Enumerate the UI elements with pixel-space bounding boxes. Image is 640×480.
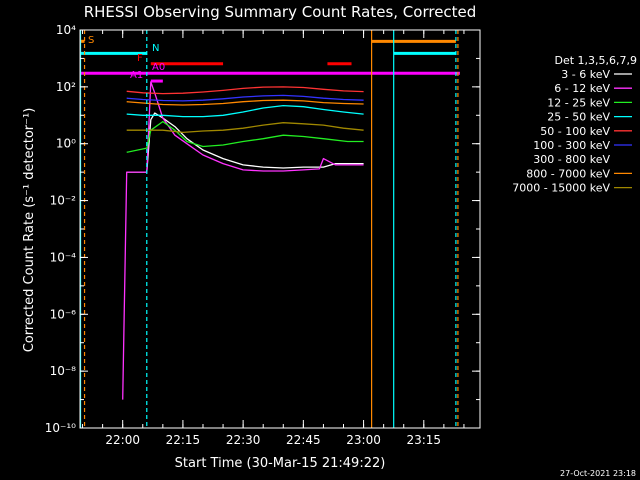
series-line-2: [126, 120, 364, 153]
legend-label: 300 - 800 keV: [533, 153, 610, 166]
footer-date: 27-Oct-2021 23:18: [560, 469, 636, 478]
legend-label: 50 - 100 keV: [540, 125, 610, 138]
series-line-5: [126, 94, 364, 102]
legend-label: 12 - 25 keV: [547, 96, 610, 109]
time-markers: [79, 30, 459, 428]
y-tick-label: 10²: [56, 80, 76, 94]
legend-label: 25 - 50 keV: [547, 111, 610, 124]
series-line-7: [126, 99, 364, 106]
y-tick-label: 10⁻⁶: [50, 307, 77, 321]
series-lines: [122, 81, 364, 400]
series-line-0: [126, 112, 364, 173]
flag-label-a1: A1: [130, 70, 143, 81]
flag-label-n: N: [152, 43, 159, 54]
legend-title: Det 1,3,5,6,7,9: [554, 54, 637, 67]
flag-label-a0: A0: [152, 62, 165, 73]
legend-label: 3 - 6 keV: [561, 68, 610, 81]
y-tick-label: 10⁴: [56, 23, 76, 37]
series-line-8: [126, 122, 364, 134]
legend-label: 100 - 300 keV: [533, 139, 610, 152]
legend-label: 800 - 7000 keV: [526, 167, 610, 180]
x-tick-label: 22:45: [286, 433, 321, 447]
flag-label-f: F: [137, 53, 143, 64]
y-tick-label: 10⁰: [56, 137, 76, 151]
series-line-1: [122, 81, 364, 400]
x-axis-ticks: 22:00 22:15 22:30 22:45 23:00 23:15: [82, 30, 465, 447]
flag-bars: S NF A1 A0: [80, 35, 460, 83]
legend-label: 7000 - 15000 keV: [512, 182, 610, 195]
y-axis-label: Corrected Count Rate (s⁻¹ detector⁻¹): [22, 108, 37, 353]
chart-title: RHESSI Observing Summary Count Rates, Co…: [84, 3, 477, 21]
x-tick-label: 23:15: [406, 433, 441, 447]
series-line-3: [126, 104, 364, 118]
x-tick-label: 22:15: [166, 433, 201, 447]
y-tick-label: 10⁻⁸: [50, 364, 77, 378]
y-tick-label: 10⁻⁴: [50, 250, 77, 264]
x-axis-label: Start Time (30-Mar-15 21:49:22): [175, 456, 386, 471]
y-tick-label: 10⁻¹⁰: [45, 421, 76, 435]
x-tick-label: 22:00: [105, 433, 140, 447]
y-axis-ticks: 10⁻¹⁰ 10⁻⁸ 10⁻⁶ 10⁻⁴ 10⁻² 10⁰ 10² 10⁴: [45, 23, 480, 435]
x-tick-label: 23:00: [346, 433, 381, 447]
y-tick-label: 10⁻²: [50, 194, 77, 208]
legend-label: 6 - 12 keV: [554, 82, 610, 95]
series-line-4: [126, 86, 364, 95]
flag-label-s: S: [88, 35, 94, 46]
x-tick-label: 22:30: [226, 433, 261, 447]
